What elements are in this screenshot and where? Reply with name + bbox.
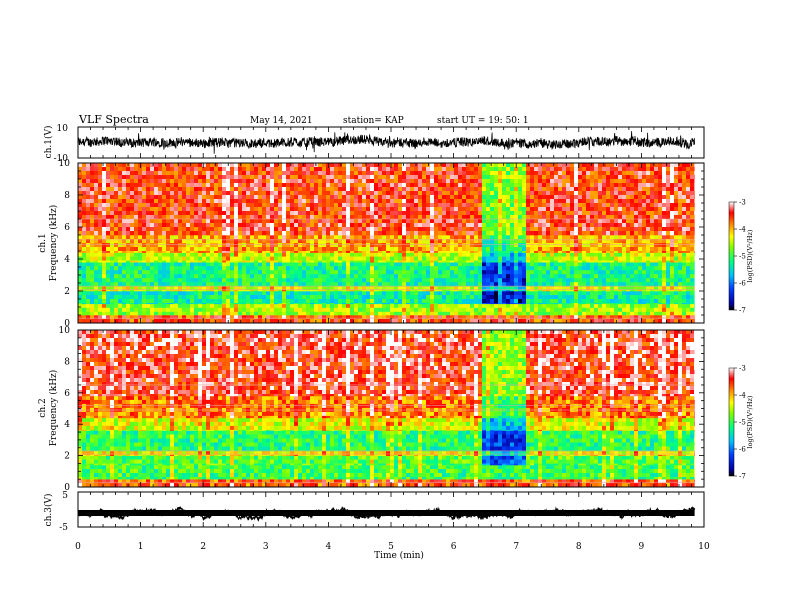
ch1-colorbar-tick--5: -5 xyxy=(739,253,746,261)
ch1-spec-ytick-6: 6 xyxy=(64,223,70,233)
ch1-spec-ylabel: ch.1 xyxy=(38,233,48,252)
ch2-colorbar-tick--3: -3 xyxy=(739,365,746,373)
ch3-waveform-band xyxy=(78,510,695,516)
ch1-waveform-ylabel: ch.1(V) xyxy=(43,126,54,159)
header-date: May 14, 2021 xyxy=(250,116,313,126)
ch2-colorbar-tick--7: -7 xyxy=(739,473,746,481)
ch2-spec-ylabel-freq: Frequency (kHz) xyxy=(48,370,59,447)
ch2-spec-ytick-8: 8 xyxy=(64,357,70,367)
ch2-colorbar-title: log(PSD)(V²/Hz) xyxy=(746,395,754,448)
ch3-ytick-top: 5 xyxy=(62,491,68,501)
ch1-colorbar-tick--7: -7 xyxy=(739,307,746,315)
ch1-colorbar: -3-4-5-6-7 log(PSD)(V²/Hz) xyxy=(729,199,754,315)
chart-title: VLF Spectra xyxy=(78,113,149,126)
ch1-ytick-top: 10 xyxy=(57,124,69,134)
x-tick-10: 10 xyxy=(698,542,710,552)
x-tick-9: 9 xyxy=(639,542,645,552)
header-start-time: start UT = 19: 50: 1 xyxy=(437,116,529,126)
ch1-spec-ytick-4: 4 xyxy=(64,255,70,265)
x-tick-7: 7 xyxy=(513,542,519,552)
ch3-waveform-panel: 5 -5 ch.3(V) xyxy=(43,491,704,533)
x-tick-6: 6 xyxy=(451,542,457,552)
x-tick-0: 0 xyxy=(75,542,81,552)
ch2-spec-ytick-6: 6 xyxy=(64,389,70,399)
ch1-spec-ylabel-freq: Frequency (kHz) xyxy=(48,205,59,282)
x-tick-4: 4 xyxy=(326,542,332,552)
ch3-ytick-bottom: -5 xyxy=(59,523,68,533)
ch1-waveform-panel: 10 -10 ch.1(V) xyxy=(43,124,704,164)
ch1-colorbar-tick--3: -3 xyxy=(739,199,746,207)
ch2-spec-ylabel: ch.2 xyxy=(38,398,48,417)
ch2-spec-ytick-2: 2 xyxy=(64,452,70,462)
x-tick-8: 8 xyxy=(576,542,582,552)
ch2-spec-ytick-10: 10 xyxy=(59,326,71,336)
ch2-spec-ytick-4: 4 xyxy=(64,420,70,430)
ch3-waveform-ylabel: ch.3(V) xyxy=(43,494,54,527)
ch2-colorbar: -3-4-5-6-7 log(PSD)(V²/Hz) xyxy=(729,365,754,481)
x-tick-1: 1 xyxy=(138,542,144,552)
ch1-spec-ytick-2: 2 xyxy=(64,287,70,297)
x-tick-2: 2 xyxy=(200,542,206,552)
ch1-spec-ytick-8: 8 xyxy=(64,191,70,201)
header-station: station= KAP xyxy=(343,116,404,126)
x-axis-label: Time (min) xyxy=(374,550,424,561)
x-tick-3: 3 xyxy=(263,542,269,552)
ch1-colorbar-title: log(PSD)(V²/Hz) xyxy=(746,229,754,282)
ch1-spec-ytick-10: 10 xyxy=(59,159,71,169)
ch2-colorbar-tick--5: -5 xyxy=(739,419,746,427)
